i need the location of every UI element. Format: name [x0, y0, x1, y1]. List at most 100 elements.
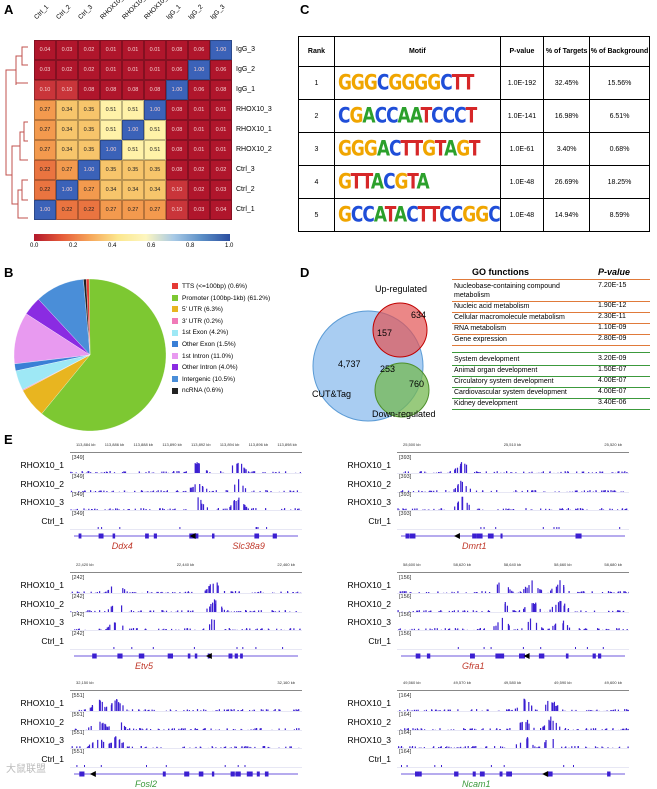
coverage-bar: [574, 746, 575, 748]
coverage-bar: [608, 611, 609, 612]
coverage-bar: [111, 706, 112, 711]
coverage-bar: [170, 709, 171, 711]
coverage-bar: [191, 487, 192, 491]
coverage-bar: [200, 500, 201, 510]
coverage-bar: [260, 591, 261, 593]
coverage-bar: [544, 742, 545, 748]
coverage-bar: [153, 647, 154, 649]
coverage-bar: [528, 622, 529, 630]
coverage-bar: [276, 472, 277, 473]
heatmap-cell: 0.01: [100, 60, 122, 80]
coverage-bar: [167, 490, 168, 492]
coverage-track: [70, 477, 302, 493]
coverage-bar: [612, 610, 613, 611]
coverage-bar: [457, 628, 458, 630]
coverage-bar: [245, 488, 246, 492]
go-pvalue: 4.00E-07: [598, 377, 626, 384]
track-sample-label: Ctrl_1: [331, 516, 391, 526]
coverage-bar: [254, 471, 255, 473]
coverage-bar: [428, 592, 429, 593]
track-sample-label: RHOX10_1: [331, 580, 391, 590]
colorbar-tick: 0.4: [108, 243, 116, 249]
coverage-bar: [549, 509, 550, 510]
coverage-bar: [148, 471, 149, 473]
heatmap-cell: 0.34: [122, 180, 144, 200]
coverage-bar: [453, 489, 454, 492]
colorbar-tick: 0.0: [30, 243, 38, 249]
coverage-track: [397, 733, 629, 749]
coverage-bar: [94, 610, 95, 611]
coverage-bar: [132, 592, 133, 593]
coverage-bar: [115, 701, 116, 712]
coverage-bar: [507, 710, 508, 711]
coverage-bar: [440, 472, 441, 473]
watermark: 大鼠联盟: [6, 760, 46, 775]
motif-pvalue: 1.0E-48: [500, 199, 544, 232]
coverage-bar: [592, 593, 593, 594]
coverage-bar: [467, 610, 468, 611]
gene-name: Etv5: [135, 661, 153, 671]
coverage-bar: [153, 610, 154, 612]
coverage-bar: [124, 589, 125, 593]
coverage-bar: [551, 589, 552, 593]
coverage-bar: [485, 746, 486, 748]
legend-swatch: [172, 341, 178, 347]
coverage-bar: [438, 747, 439, 748]
heatmap-row-label: RHOX10_2: [236, 146, 272, 153]
coverage-bar: [448, 710, 449, 711]
coverage-bar: [545, 705, 546, 711]
coverage-bar: [423, 610, 424, 611]
coverage-bar: [97, 473, 98, 474]
coverage-bar: [191, 592, 192, 593]
coverage-bar: [297, 592, 298, 593]
coverage-bar: [597, 628, 598, 630]
coverage-bar: [227, 710, 228, 711]
heatmap-cell: 1.00: [144, 100, 166, 120]
coverage-bar: [433, 490, 434, 491]
coverage-bar: [463, 610, 464, 611]
col-background: % of Background: [590, 37, 650, 67]
coverage-bar: [125, 727, 126, 730]
coverage-bar: [173, 471, 174, 473]
go-term: Kidney development: [454, 399, 594, 408]
motif-rank: 5: [299, 199, 335, 232]
coverage-bar: [237, 647, 238, 649]
legend-swatch: [172, 376, 178, 382]
coverage-bar: [576, 472, 577, 474]
coverage-bar: [523, 589, 524, 593]
coverage-bar: [203, 629, 204, 631]
heatmap-cell: 0.01: [144, 60, 166, 80]
gene-name: Ncam1: [462, 779, 491, 789]
heatmap-cell: 0.35: [78, 140, 100, 160]
heatmap-cell: 0.08: [78, 80, 100, 100]
coverage-bar: [415, 728, 416, 729]
heatmap-row-label: IgG_2: [236, 66, 255, 73]
coverage-bar: [272, 610, 273, 612]
coverage-bar: [223, 509, 224, 510]
go-pvalue: 3.40E-06: [598, 399, 626, 406]
coverage-track: [70, 715, 302, 731]
motif-logo-letters: GTTACGTA: [338, 170, 429, 195]
coverage-bar: [206, 470, 207, 473]
coverage-bar: [119, 527, 120, 529]
gene-exon: [593, 654, 596, 659]
coverage-bar: [261, 610, 262, 612]
coverage-bar: [160, 592, 161, 593]
coverage-bar: [543, 471, 544, 473]
coverage-bar: [455, 468, 456, 473]
coverage-bar: [170, 509, 171, 510]
heatmap-cell: 0.34: [56, 140, 78, 160]
gene-model: [397, 532, 629, 540]
coverage-bar: [253, 471, 254, 473]
heatmap-cell: 0.02: [78, 40, 100, 60]
heatmap-cell: 0.01: [210, 100, 232, 120]
coverage-bar: [626, 509, 627, 511]
coverage-track: [397, 514, 629, 530]
heatmap-cell: 0.27: [56, 160, 78, 180]
legend-swatch: [172, 318, 178, 324]
legend-label: 5' UTR (6.3%): [182, 306, 223, 313]
coverage-bar: [539, 589, 540, 593]
coverage-bar: [555, 624, 556, 630]
coverage-bar: [111, 743, 112, 748]
coverage-bar: [511, 473, 512, 474]
